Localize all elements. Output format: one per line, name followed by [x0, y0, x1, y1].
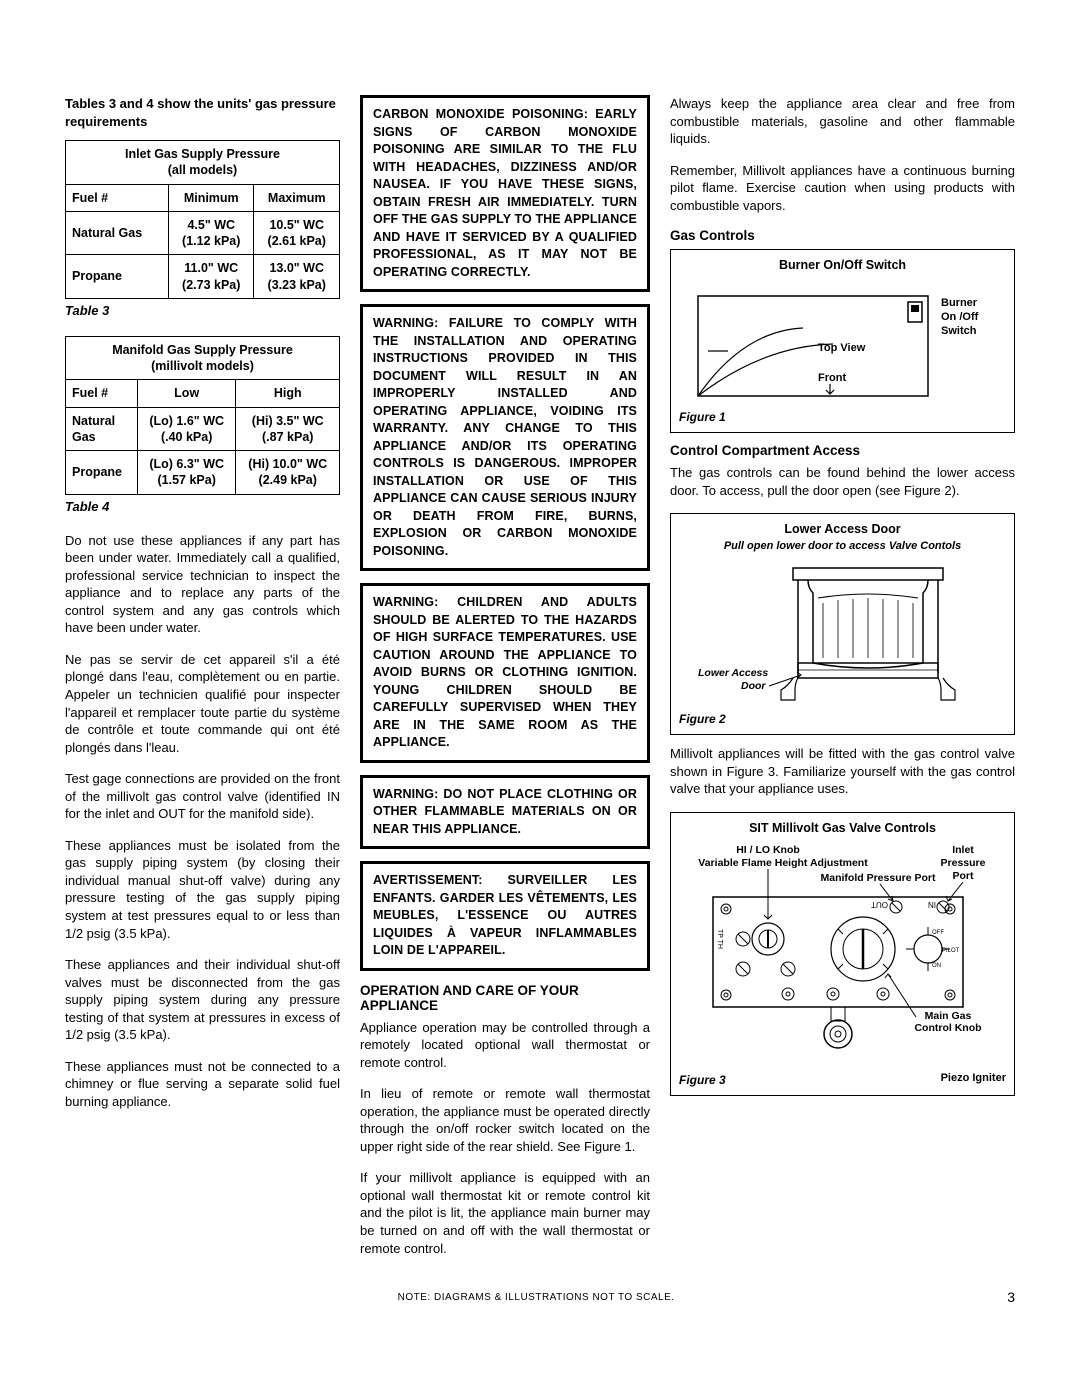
- tables-intro: Tables 3 and 4 show the units' gas press…: [65, 95, 340, 130]
- t4-r1c2: (Lo) 1.6" WC(.40 kPa): [137, 407, 236, 451]
- svg-text:Lower Access: Lower Access: [698, 667, 768, 679]
- warning-2: WARNING: FAILURE TO COMPLY WITH THE INST…: [360, 304, 650, 571]
- fig3-caption: Figure 3: [679, 1073, 726, 1087]
- fig2-title: Lower Access Door: [679, 522, 1006, 536]
- col1-p5: These appliances and their individual sh…: [65, 956, 340, 1044]
- t3-r1c2: 4.5" WC(1.12 kPa): [169, 211, 254, 255]
- svg-text:Inlet: Inlet: [952, 844, 974, 856]
- t3-h1: Fuel #: [66, 184, 169, 211]
- t3-r2c2: 11.0" WC(2.73 kPa): [169, 255, 254, 299]
- table3: Inlet Gas Supply Pressure(all models) Fu…: [65, 140, 340, 299]
- svg-text:Variable Flame Height Adjustme: Variable Flame Height Adjustment: [698, 857, 868, 869]
- fig1-title: Burner On/Off Switch: [679, 258, 1006, 272]
- col1-p4: These appliances must be isolated from t…: [65, 837, 340, 942]
- svg-text:Top View: Top View: [818, 342, 866, 354]
- svg-text:Port: Port: [952, 870, 974, 882]
- t3-r1c3: 10.5" WC(2.61 kPa): [254, 211, 340, 255]
- t4-h1: Fuel #: [66, 380, 138, 407]
- col1-p1: Do not use these appliances if any part …: [65, 532, 340, 637]
- svg-text:TP TH: TP TH: [716, 929, 723, 949]
- col2-p2: In lieu of remote or remote wall thermos…: [360, 1085, 650, 1155]
- t4-r2c2: (Lo) 6.3" WC(1.57 kPa): [137, 451, 236, 495]
- footer-note: NOTE: DIAGRAMS & ILLUSTRATIONS NOT TO SC…: [65, 1292, 1007, 1303]
- col1-p6: These appliances must not be connected t…: [65, 1058, 340, 1111]
- col3-p1: Always keep the appliance area clear and…: [670, 95, 1015, 148]
- col1-p2: Ne pas se servir de cet appareil s'il a …: [65, 651, 340, 756]
- figure-3: SIT Millivolt Gas Valve Controls HI / LO…: [670, 812, 1015, 1096]
- figure-2: Lower Access Door Pull open lower door t…: [670, 513, 1015, 735]
- t4-r1c3: (Hi) 3.5" WC(.87 kPa): [236, 407, 340, 451]
- table3-caption: Table 3: [65, 303, 340, 318]
- table4: Manifold Gas Supply Pressure(millivolt m…: [65, 336, 340, 495]
- svg-text:Burner: Burner: [941, 297, 978, 309]
- stove-diagram-icon: Lower Access Door: [693, 558, 993, 708]
- svg-text:Door: Door: [741, 680, 766, 692]
- table4-title: Manifold Gas Supply Pressure(millivolt m…: [66, 336, 340, 380]
- cca-text: The gas controls can be found behind the…: [670, 464, 1015, 499]
- t3-r2c1: Propane: [66, 255, 169, 299]
- svg-text:ON: ON: [932, 963, 941, 969]
- cca-heading: Control Compartment Access: [670, 443, 1015, 458]
- fig3-title: SIT Millivolt Gas Valve Controls: [679, 821, 1006, 835]
- page-number: 3: [1007, 1289, 1015, 1305]
- gas-controls-heading: Gas Controls: [670, 228, 1015, 243]
- warning-3: WARNING: CHILDREN AND ADULTS SHOULD BE A…: [360, 583, 650, 763]
- mv-text: Millivolt appliances will be fitted with…: [670, 745, 1015, 798]
- t3-h3: Maximum: [254, 184, 340, 211]
- fig2-sub: Pull open lower door to access Valve Con…: [679, 540, 1006, 552]
- svg-text:HI / LO Knob: HI / LO Knob: [736, 844, 800, 856]
- t4-r2c1: Propane: [66, 451, 138, 495]
- t3-r1c1: Natural Gas: [66, 211, 169, 255]
- svg-text:OUT: OUT: [871, 900, 888, 909]
- svg-text:Front: Front: [818, 372, 846, 384]
- col2-p1: Appliance operation may be controlled th…: [360, 1019, 650, 1072]
- burner-diagram-icon: Top View Front Burner On /Off Switch: [693, 276, 993, 406]
- table4-caption: Table 4: [65, 499, 340, 514]
- t3-h2: Minimum: [169, 184, 254, 211]
- warning-1: CARBON MONOXIDE POISONING: EARLY SIGNS O…: [360, 95, 650, 292]
- svg-text:IN: IN: [927, 900, 935, 909]
- col1-p3: Test gage connections are provided on th…: [65, 770, 340, 823]
- svg-text:Pressure: Pressure: [940, 857, 985, 869]
- svg-text:Switch: Switch: [941, 325, 977, 337]
- svg-text:PILOT: PILOT: [942, 948, 960, 954]
- t4-h2: Low: [137, 380, 236, 407]
- col2-p3: If your millivolt appliance is equipped …: [360, 1169, 650, 1257]
- valve-diagram-icon: HI / LO Knob Variable Flame Height Adjus…: [688, 839, 998, 1069]
- svg-text:Manifold Pressure Port: Manifold Pressure Port: [820, 872, 935, 884]
- svg-text:Main Gas: Main Gas: [924, 1010, 971, 1022]
- operation-heading: OPERATION AND CARE OF YOUR APPLIANCE: [360, 983, 650, 1013]
- col3-p2: Remember, Millivolt appliances have a co…: [670, 162, 1015, 215]
- warning-5: AVERTISSEMENT: SURVEILLER LES ENFANTS. G…: [360, 861, 650, 971]
- table3-title: Inlet Gas Supply Pressure(all models): [66, 141, 340, 185]
- fig3-piezo: Piezo Igniter: [941, 1072, 1006, 1084]
- t3-r2c3: 13.0" WC(3.23 kPa): [254, 255, 340, 299]
- warning-4: WARNING: DO NOT PLACE CLOTHING OR OTHER …: [360, 775, 650, 850]
- svg-text:On /Off: On /Off: [941, 311, 979, 323]
- fig2-caption: Figure 2: [679, 712, 1006, 726]
- svg-text:OFF: OFF: [932, 930, 944, 936]
- figure-1: Burner On/Off Switch Top View Front Burn…: [670, 249, 1015, 433]
- t4-r2c3: (Hi) 10.0" WC(2.49 kPa): [236, 451, 340, 495]
- svg-text:Control Knob: Control Knob: [914, 1022, 981, 1034]
- fig1-caption: Figure 1: [679, 410, 1006, 424]
- t4-h3: High: [236, 380, 340, 407]
- t4-r1c1: NaturalGas: [66, 407, 138, 451]
